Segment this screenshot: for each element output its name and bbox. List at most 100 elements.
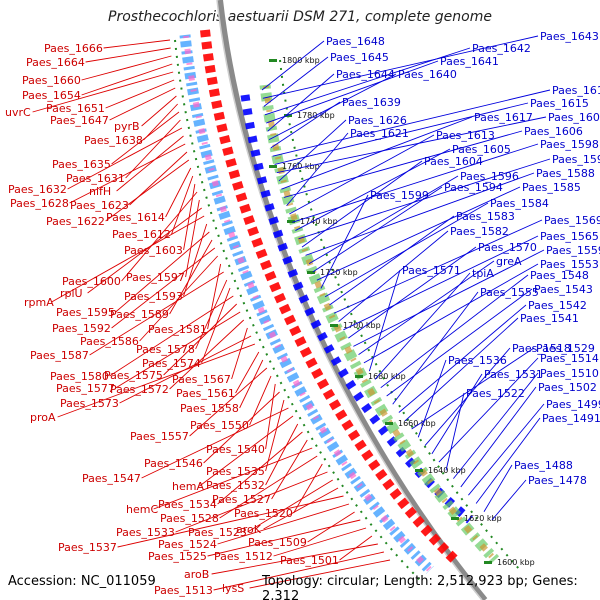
gene-label-forward: Paes_1561 [176,387,235,400]
gene-label-forward: Paes_1603 [124,244,183,257]
gene-label-reverse: Paes_1585 [522,181,581,194]
gene-label-forward: Paes_1558 [180,402,239,415]
gene-leader-line [143,103,178,141]
gene-leader-line [281,116,473,190]
gene-label-forward: Paes_1623 [70,199,129,212]
gene-leader-line [195,279,228,350]
kbp-tick [385,422,393,425]
gene-label-forward: lysS [222,582,244,595]
gene-label-forward: Paes_1525 [148,550,207,563]
gene-label-forward: Paes_1635 [52,158,111,171]
gene-label-forward: Paes_1597 [126,271,185,284]
gene-label-forward: Paes_1557 [130,430,189,443]
gene-leader-line [69,143,186,204]
kbp-label: 1680 kbp [368,372,406,381]
gene-leader-line [219,455,318,519]
gene-label-reverse: Paes_1499 [546,398,600,411]
kbp-tick [330,324,338,327]
gene-leader-line [109,295,234,377]
gene-label-forward: aroB [184,568,209,581]
gene-leader-line [249,559,391,589]
gene-leader-line [109,87,176,121]
gene-leader-line [165,167,192,218]
gene-leader-line [111,247,216,329]
gene-leader-line [117,495,344,548]
gene-leader-line [475,417,541,504]
gene-label-forward: Paes_1533 [116,526,175,539]
gene-leader-line [169,319,245,390]
gene-label-forward: Paes_1638 [84,134,143,147]
gene-leader-line [320,194,369,289]
gene-leader-line [235,351,260,394]
gene-label-forward: Paes_1527 [212,493,271,506]
gene-label-reverse: Paes_1605 [452,143,511,156]
gene-leader-line [115,311,241,389]
gene-leader-line [105,159,190,222]
accession-label: Accession: NC_011059 [8,574,156,589]
gene-label-forward: Paes_1664 [26,56,85,69]
gene-leader-line [329,215,455,306]
gene-leader-line [276,116,547,174]
gene-leader-line [153,447,313,510]
reverse-gene-labels: Paes_1648 Paes_1643Paes_1645Paes_1642Paes… [326,30,600,487]
gene-label-reverse: Paes_1542 [528,299,587,312]
kbp-label: 1640 kbp [428,466,466,475]
gene-label-forward: nifH [89,185,111,198]
gene-label-forward: Paes_1578 [136,343,195,356]
gene-label-forward: proA [30,411,56,424]
tick-track-left [174,39,421,581]
gene-label-reverse: Paes_1548 [530,269,589,282]
gene-label-reverse: Paes_1619 [552,84,600,97]
gene-leader-line [87,207,202,294]
gene-leader-line [273,527,367,557]
gene-label-forward: Paes_1632 [8,183,67,196]
gene-label-reverse: Paes_1645 [330,51,389,64]
gene-leader-line [483,464,513,512]
gene-label-forward: Paes_1512 [214,550,273,563]
gene-leader-line [263,56,329,107]
gene-label-reverse: Paes_1559 [546,244,600,257]
kbp-label: 1660 kbp [398,419,436,428]
forward-strand-track [200,29,459,564]
gene-leader-line [217,503,350,545]
gene-leader-line [199,415,294,487]
gene-leader-line [32,71,174,113]
gene-label-reverse: Paes_1488 [514,459,573,472]
gene-label-reverse: Paes_1582 [450,225,509,238]
gene-leader-line [163,303,238,376]
gene-label-forward: Paes_1647 [50,114,109,127]
gene-label-forward: Paes_1631 [66,172,125,185]
gene-label-reverse: Paes_1640 [398,68,457,81]
kbp-tick [269,59,277,62]
gene-label-forward: Paes_1589 [110,308,169,321]
gene-label-forward: uvrC [5,106,31,119]
kbp-label: 1720 kbp [320,268,358,277]
gene-label-forward: aroK [236,523,262,536]
gene-label-reverse: Paes_1522 [466,387,525,400]
gene-label-reverse: Paes_1639 [342,96,401,109]
gene-label-reverse: Paes_1613 [436,129,495,142]
gene-leader-line [374,272,471,380]
gene-leader-line [491,479,527,521]
gene-label-reverse: Paes_1543 [534,283,593,296]
right-leader-lines [261,35,551,521]
gene-leader-line [431,373,483,455]
gene-label-reverse: Paes_1598 [540,138,599,151]
gene-label-reverse: Paes_1621 [350,127,409,140]
gene-leader-line [386,288,533,397]
page-title: Prosthecochloris aestuarii DSM 271, comp… [108,9,492,25]
left-leader-lines [32,39,391,591]
gene-label-reverse: Paes_1553 [540,258,599,271]
tick-track-right [279,59,521,571]
gene-label-forward: Paes_1523 [188,526,247,539]
kbp-tick [484,561,492,564]
kbp-tick [355,375,363,378]
gene-label-forward: pyrB [114,120,140,133]
gene-leader-line [295,148,451,231]
gene-label-forward: Paes_1509 [248,536,307,549]
gene-leader-line [141,407,289,479]
gene-label-reverse: Paes_1565 [540,230,599,243]
gene-leader-line [308,175,459,265]
gene-leader-line [262,35,539,99]
